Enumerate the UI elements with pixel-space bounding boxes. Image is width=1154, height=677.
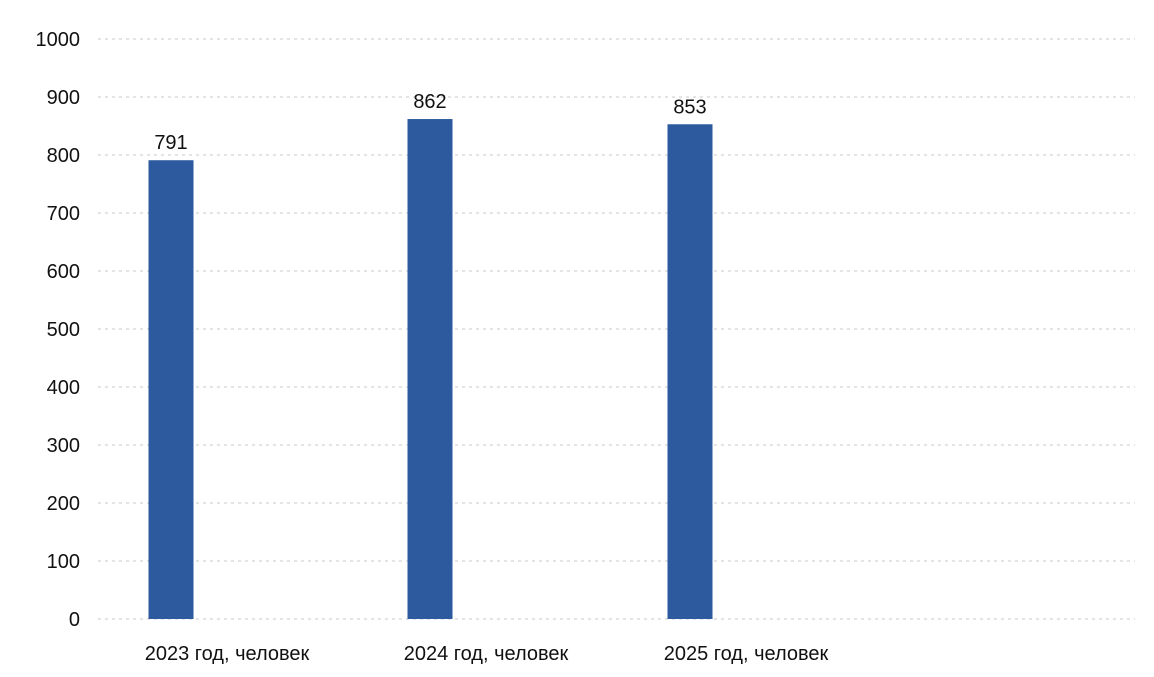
data-labels: 791 862 853 xyxy=(154,91,706,154)
y-tick-label: 800 xyxy=(47,145,80,167)
y-tick-label: 1000 xyxy=(36,29,81,51)
grid-lines xyxy=(98,38,1135,620)
y-tick-label: 700 xyxy=(47,203,80,225)
x-category-label: 2024 год, человек xyxy=(404,643,569,665)
bar xyxy=(407,119,453,619)
x-category-label: 2025 год, человек xyxy=(664,643,829,665)
bar xyxy=(148,160,194,619)
bars xyxy=(148,119,713,619)
y-tick-label: 900 xyxy=(47,87,80,109)
y-tick-label: 500 xyxy=(47,319,80,341)
y-tick-label: 400 xyxy=(47,377,80,399)
bar xyxy=(667,124,713,619)
y-tick-label: 300 xyxy=(47,435,80,457)
y-tick-label: 200 xyxy=(47,493,80,515)
y-tick-label: 0 xyxy=(69,609,80,631)
bar-value-label: 853 xyxy=(673,96,706,118)
x-category-label: 2023 год, человек xyxy=(145,643,310,665)
y-tick-label: 600 xyxy=(47,261,80,283)
y-axis-ticks: 0 100 200 300 400 500 600 700 800 900 1000 xyxy=(36,29,81,631)
y-tick-label: 100 xyxy=(47,551,80,573)
x-axis-categories: 2023 год, человек 2024 год, человек 2025 г… xyxy=(145,643,829,665)
bar-value-label: 791 xyxy=(154,132,187,154)
bar-value-label: 862 xyxy=(413,91,446,113)
